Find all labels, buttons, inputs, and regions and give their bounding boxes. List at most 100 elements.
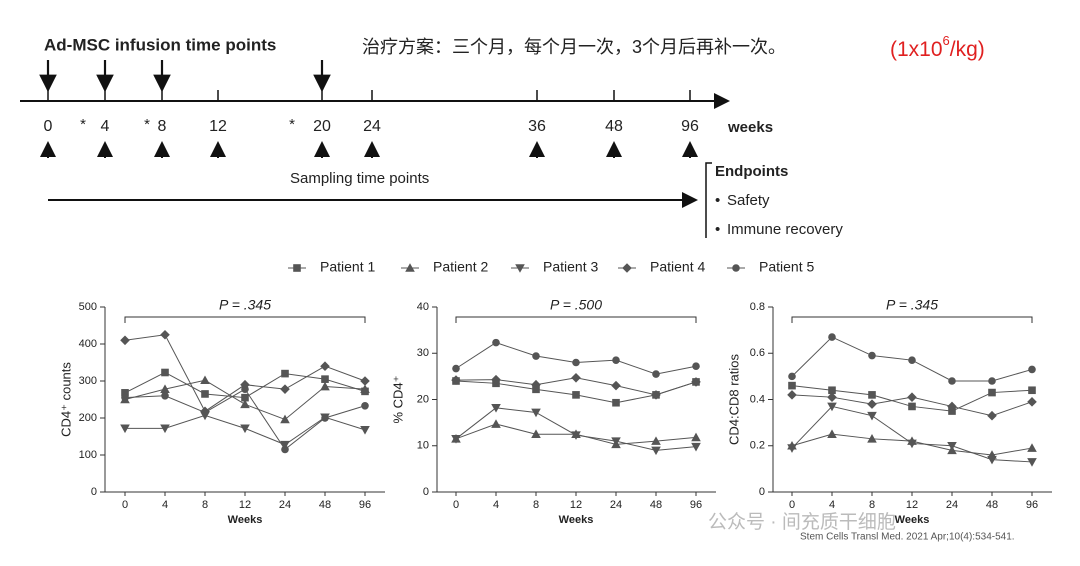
marker bbox=[121, 393, 129, 402]
y-tick-label: 0.4 bbox=[750, 393, 765, 405]
marker bbox=[572, 358, 580, 367]
endpoints-bracket bbox=[705, 162, 712, 238]
x-axis-label: Weeks bbox=[559, 514, 594, 526]
x-tick-label: 24 bbox=[279, 499, 291, 511]
marker bbox=[280, 384, 290, 394]
marker bbox=[987, 410, 997, 421]
marker bbox=[691, 432, 701, 442]
x-tick-label: 48 bbox=[986, 499, 998, 511]
marker bbox=[320, 381, 330, 391]
marker bbox=[868, 351, 876, 360]
week-label: 96 bbox=[681, 118, 699, 135]
endpoint-item: Safety bbox=[727, 192, 770, 209]
marker bbox=[531, 408, 541, 418]
y-tick-label: 400 bbox=[79, 338, 97, 350]
x-tick-label: 48 bbox=[319, 499, 331, 511]
marker bbox=[571, 372, 581, 383]
series bbox=[120, 411, 370, 450]
series bbox=[788, 333, 1036, 385]
x-tick-label: 0 bbox=[453, 499, 459, 511]
y-tick-label: 100 bbox=[79, 449, 97, 461]
p-value: P = .345 bbox=[886, 297, 938, 313]
y-axis-label: % CD4⁺ bbox=[390, 375, 405, 423]
series bbox=[121, 385, 369, 454]
marker bbox=[612, 356, 620, 364]
x-tick-label: 96 bbox=[690, 499, 702, 511]
marker bbox=[452, 364, 460, 373]
asterisk: * bbox=[144, 116, 150, 133]
marker bbox=[947, 401, 957, 412]
marker bbox=[241, 393, 249, 402]
week-label: 12 bbox=[209, 118, 227, 135]
y-tick-label: 0 bbox=[91, 486, 97, 498]
x-axis-label: Weeks bbox=[228, 514, 263, 526]
marker bbox=[200, 375, 210, 385]
marker bbox=[360, 384, 370, 393]
x-tick-label: 4 bbox=[829, 499, 835, 511]
legend-label: Patient 4 bbox=[650, 259, 705, 275]
marker bbox=[491, 419, 501, 428]
y-tick-label: 0.6 bbox=[750, 347, 765, 359]
marker bbox=[201, 390, 209, 398]
marker bbox=[787, 444, 797, 453]
marker bbox=[491, 404, 501, 413]
x-tick-label: 8 bbox=[533, 499, 539, 511]
legend-label: Patient 2 bbox=[433, 259, 488, 275]
x-tick-label: 96 bbox=[359, 499, 371, 511]
marker bbox=[867, 399, 877, 409]
marker bbox=[947, 441, 957, 451]
significance-bracket bbox=[791, 316, 1033, 323]
x-tick-label: 0 bbox=[789, 499, 795, 511]
marker bbox=[120, 424, 130, 434]
x-tick-label: 8 bbox=[869, 499, 875, 511]
legend-label: Patient 5 bbox=[759, 259, 814, 275]
timeline-title: Ad-MSC infusion time points bbox=[44, 35, 276, 54]
marker bbox=[787, 390, 797, 400]
y-tick-label: 200 bbox=[79, 412, 97, 424]
x-tick-label: 4 bbox=[162, 499, 168, 511]
citation: Stem Cells Transl Med. 2021 Apr;10(4):53… bbox=[800, 532, 1015, 543]
y-tick-label: 500 bbox=[79, 301, 97, 313]
marker bbox=[531, 379, 541, 390]
marker bbox=[280, 440, 290, 450]
y-tick-label: 0 bbox=[423, 486, 429, 498]
marker bbox=[987, 455, 997, 465]
y-tick-label: 0.8 bbox=[750, 301, 765, 313]
marker bbox=[491, 374, 501, 385]
marker bbox=[201, 408, 209, 417]
p-value: P = .345 bbox=[219, 297, 271, 313]
endpoints-title: Endpoints bbox=[715, 163, 788, 180]
y-tick-label: 30 bbox=[417, 347, 429, 359]
marker bbox=[827, 429, 837, 438]
x-tick-label: 12 bbox=[906, 499, 918, 511]
y-tick-label: 0 bbox=[759, 486, 765, 498]
sampling-label: Sampling time points bbox=[290, 170, 429, 187]
marker bbox=[515, 264, 525, 273]
legend-label: Patient 1 bbox=[320, 259, 375, 275]
marker bbox=[405, 263, 415, 272]
marker bbox=[948, 377, 956, 385]
marker bbox=[1028, 365, 1036, 374]
marker bbox=[612, 398, 620, 407]
asterisk: * bbox=[289, 116, 295, 133]
series bbox=[451, 372, 701, 400]
week-label: 0 bbox=[44, 118, 53, 135]
marker bbox=[531, 429, 541, 438]
watermark: 公众号 · 间充质干细胞 bbox=[708, 511, 896, 533]
marker bbox=[121, 389, 129, 397]
marker bbox=[651, 446, 661, 456]
marker bbox=[1028, 386, 1036, 395]
marker bbox=[788, 372, 796, 381]
week-label: 36 bbox=[528, 118, 546, 135]
x-tick-label: 4 bbox=[493, 499, 499, 511]
marker bbox=[1027, 458, 1037, 467]
marker bbox=[572, 391, 580, 399]
marker bbox=[622, 263, 632, 273]
marker bbox=[1027, 397, 1037, 407]
week-label: 48 bbox=[605, 118, 623, 135]
marker bbox=[788, 381, 796, 390]
marker bbox=[240, 399, 250, 409]
y-tick-label: 0.2 bbox=[750, 440, 765, 452]
marker bbox=[908, 356, 916, 364]
